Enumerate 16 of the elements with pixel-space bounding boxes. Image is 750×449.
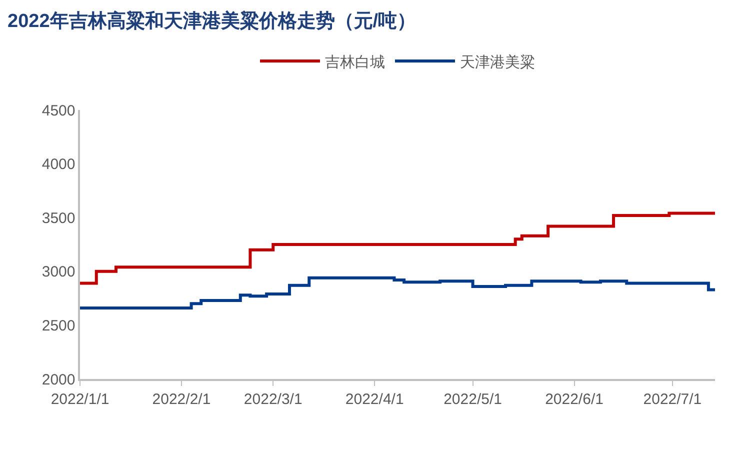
y-tick-label: 3500 — [42, 210, 76, 227]
x-tick-label: 2022/3/1 — [244, 390, 302, 408]
y-tick-label: 2000 — [42, 371, 76, 388]
y-tick-label: 3000 — [42, 264, 76, 281]
x-tick-label: 2022/5/1 — [444, 390, 502, 408]
legend-label: 天津港美粱 — [460, 54, 535, 71]
y-tick-label: 4500 — [42, 102, 76, 120]
x-tick-label: 2022/1/1 — [50, 390, 110, 408]
x-tick-label: 2022/4/1 — [345, 390, 404, 408]
y-tick-label: 4000 — [42, 156, 76, 174]
chart-title: 2022年吉林高粱和天津港美粱价格走势（元/吨） — [8, 10, 416, 32]
y-tick-label: 2500 — [42, 317, 76, 334]
x-tick-label: 2022/7/1 — [643, 390, 702, 408]
x-tick-label: 2022/6/1 — [545, 390, 604, 408]
x-tick-label: 2022/2/1 — [152, 390, 211, 408]
legend-label: 吉林白城 — [325, 54, 385, 71]
